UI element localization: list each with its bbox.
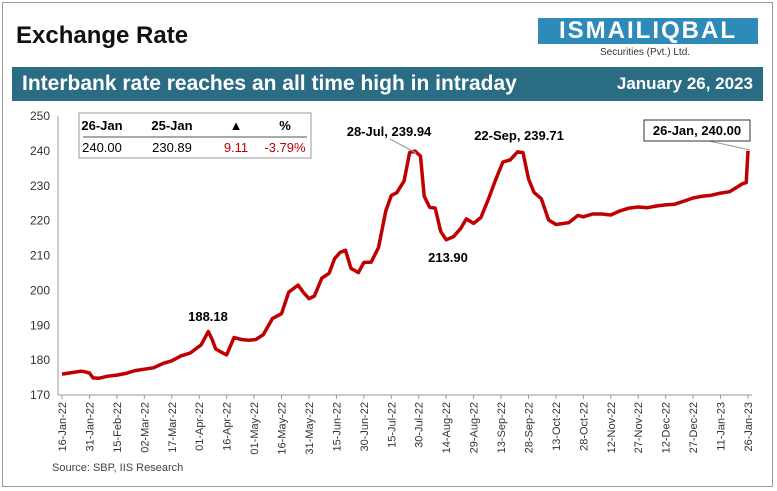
annotation-leader-jul (389, 138, 417, 154)
y-tick-label: 170 (30, 388, 50, 402)
annotation-jul-high: 28-Jul, 239.94 (347, 124, 432, 139)
y-tick-label: 190 (30, 318, 50, 332)
x-tick-label: 16-Jan-22 (57, 402, 69, 452)
x-tick-label: 12-Dec-22 (661, 402, 673, 453)
x-tick-label: 15-Feb-22 (112, 402, 124, 453)
x-tick-label: 29-Aug-22 (469, 402, 481, 453)
y-tick-label: 180 (30, 353, 50, 367)
x-tick-label: 15-Jun-22 (331, 402, 343, 452)
x-tick-label: 13-Sep-22 (496, 402, 508, 453)
x-tick-label: 16-Apr-22 (222, 402, 234, 451)
summary-header-current: 26-Jan (81, 118, 122, 133)
x-tick-label: 31-Jan-22 (84, 402, 96, 452)
x-tick-label: 28-Sep-22 (523, 402, 535, 453)
x-tick-label: 14-Aug-22 (441, 402, 453, 453)
x-tick-label: 12-Nov-22 (606, 402, 618, 453)
y-tick-label: 210 (30, 249, 50, 263)
x-tick-labels: 16-Jan-22 31-Jan-22 15-Feb-22 02-Mar-22 17-M… (57, 395, 755, 455)
annotation-aug-low: 213.90 (428, 250, 468, 265)
headline-banner: Interbank rate reaches an all time high … (12, 67, 763, 101)
y-tick-label: 200 (30, 283, 50, 297)
annotation-latest: 26-Jan, 240.00 (653, 123, 741, 138)
x-tick-label: 30-Jul-22 (414, 402, 426, 448)
summary-value-current: 240.00 (82, 140, 122, 155)
x-tick-label: 16-May-22 (277, 402, 289, 455)
x-tick-label: 26-Jan-23 (743, 402, 755, 452)
headline-date: January 26, 2023 (616, 74, 753, 93)
y-tick-label: 250 (30, 109, 50, 123)
summary-header-previous: 25-Jan (151, 118, 192, 133)
x-tick-label: 30-Jun-22 (359, 402, 371, 452)
x-tick-label: 31-May-22 (304, 402, 316, 455)
annotation-apr-peak: 188.18 (188, 309, 228, 324)
y-tick-label: 220 (30, 214, 50, 228)
x-tick-label: 13-Oct-22 (551, 402, 563, 451)
x-tick-label: 11-Jan-23 (716, 402, 728, 451)
summary-table-box (78, 112, 312, 159)
x-tick-label: 02-Mar-22 (139, 402, 151, 453)
company-logo: ISMAILIQBAL (538, 18, 758, 44)
x-tick-label: 27-Dec-22 (688, 402, 700, 453)
y-tick-labels: 170 180 190 200 210 220 230 240 250 (30, 109, 50, 402)
summary-table: 26-Jan 25-Jan ▲ % 240.00 230.89 9.11 -3.… (78, 112, 312, 159)
y-tick-label: 230 (30, 179, 50, 193)
x-tick-label: 15-Jul-22 (386, 402, 398, 448)
x-tick-label: 28-Oct-22 (578, 402, 590, 451)
summary-value-percent: -3.79% (264, 140, 306, 155)
annotation-sep-high: 22-Sep, 239.71 (474, 128, 564, 143)
x-tick-label: 01-Apr-22 (194, 402, 206, 451)
chart-title: Exchange Rate (16, 22, 189, 49)
annotation-latest-box (643, 119, 751, 142)
y-tick-label: 240 (30, 144, 50, 158)
summary-header-percent: % (279, 118, 291, 133)
summary-value-previous: 230.89 (152, 140, 192, 155)
summary-value-change: 9.11 (224, 140, 248, 155)
series-line-usd-pkr (61, 149, 750, 381)
x-tick-label: 01-May-22 (249, 402, 261, 455)
axes (57, 116, 752, 396)
headline-text: Interbank rate reaches an all time high … (22, 72, 517, 95)
x-tick-label: 27-Nov-22 (633, 402, 645, 453)
source-note: Source: SBP, IIS Research (52, 462, 184, 474)
x-tick-label: 17-Mar-22 (167, 402, 179, 453)
company-logo-subtext: Securities (Pvt.) Ltd. (600, 47, 691, 58)
summary-header-change: ▲ (230, 118, 243, 133)
